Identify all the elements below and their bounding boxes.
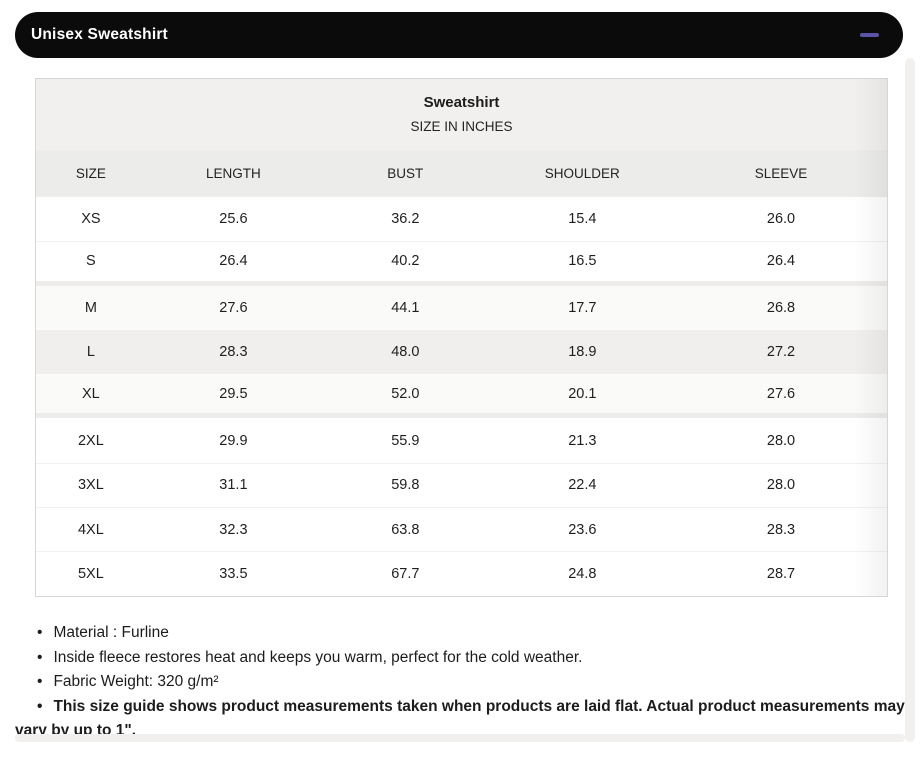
table-row-2xl: 2XL 29.9 55.9 21.3 28.0 [36,418,887,463]
table-row-4xl: 4XL 32.3 63.8 23.6 28.3 [36,507,887,552]
size-cell: XS [81,211,101,228]
value-cell: 44.1 [391,299,420,316]
value-cell: 21.3 [568,432,597,449]
table-row-3xl: 3XL 31.1 59.8 22.4 28.0 [36,462,887,508]
table-row-5xl: 5XL 33.5 67.7 24.8 28.7 [36,551,887,596]
column-header-shoulder: SHOULDER [544,166,620,181]
bullet-icon: • [37,697,43,715]
value-cell: 40.2 [391,253,420,270]
size-cell: 5XL [77,566,104,583]
value-cell: 48.0 [391,344,420,361]
value-cell: 25.6 [219,211,248,228]
value-cell: 27.6 [219,299,248,316]
table-row-xl: XL 29.5 52.0 20.1 27.6 [36,374,887,419]
collapse-minus-icon[interactable] [860,33,879,37]
bullet-icon: • [37,648,43,666]
value-cell: 23.6 [568,521,597,538]
value-cell: 15.4 [568,211,597,228]
size-cell: 4XL [77,521,104,538]
value-cell: 28.3 [219,344,248,361]
size-cell: S [86,253,96,270]
note-text: Fabric Weight: 320 g/m² [53,673,219,691]
note-text: Inside fleece restores heat and keeps yo… [53,648,583,666]
column-header-bust: BUST [387,166,424,181]
size-cell: M [84,299,97,316]
accordion-header[interactable]: Unisex Sweatshirt [15,12,903,58]
table-row-l: L 28.3 48.0 18.9 27.2 [36,329,887,375]
value-cell: 26.4 [219,253,248,270]
value-cell: 18.9 [568,344,597,361]
value-cell: 52.0 [391,385,420,402]
vertical-scrollbar-track[interactable] [905,58,915,742]
value-cell: 26.8 [766,299,796,316]
value-cell: 24.8 [568,566,597,583]
value-cell: 28.0 [766,432,796,449]
table-subtitle: SIZE IN INCHES [410,119,513,134]
bullet-icon: • [37,624,43,641]
product-notes: • Material : Furline • Inside fleece resto… [15,621,906,744]
value-cell: 29.9 [219,432,248,449]
value-cell: 32.3 [219,521,248,538]
note-fabric-weight: • Fabric Weight: 320 g/m² [15,670,906,695]
size-cell: XL [82,385,100,402]
value-cell: 26.4 [766,253,796,270]
column-header-length: LENGTH [206,166,261,181]
note-text: Material : Furline [53,624,169,641]
value-cell: 28.3 [766,521,796,538]
column-header-sleeve: SLEEVE [754,166,808,181]
value-cell: 27.6 [766,385,796,402]
size-cell: L [86,344,95,361]
value-cell: 28.7 [766,566,796,583]
accordion-title: Unisex Sweatshirt [31,26,168,43]
value-cell: 33.5 [219,566,248,583]
note-fleece: • Inside fleece restores heat and keeps y… [15,646,906,671]
value-cell: 26.0 [766,211,796,228]
value-cell: 59.8 [391,477,420,494]
value-cell: 20.1 [568,385,597,402]
table-title: Sweatshirt [423,94,500,111]
column-header-size: SIZE [75,166,106,181]
horizontal-scrollbar-track[interactable] [15,734,905,742]
value-cell: 27.2 [766,344,796,361]
value-cell: 31.1 [219,477,248,494]
value-cell: 29.5 [219,385,248,402]
value-cell: 17.7 [568,299,597,316]
table-row-m: M 27.6 44.1 17.7 26.8 [36,285,887,330]
value-cell: 63.8 [391,521,420,538]
table-row-s: S 26.4 40.2 16.5 26.4 [36,241,887,286]
note-material: • Material : Furline [15,621,906,646]
table-row-xs: XS 25.6 36.2 15.4 26.0 [36,197,887,242]
value-cell: 55.9 [391,432,420,449]
size-cell: 2XL [77,432,104,449]
size-cell: 3XL [77,477,104,494]
table-header-row: SIZE LENGTH BUST SHOULDER SLEEVE [36,150,887,197]
table-title-block: Sweatshirt SIZE IN INCHES [36,79,887,150]
value-cell: 16.5 [568,253,597,270]
value-cell: 67.7 [391,566,420,583]
size-table: Sweatshirt SIZE IN INCHES SIZE LENGTH BU… [35,78,888,597]
bullet-icon: • [37,673,43,691]
value-cell: 28.0 [766,477,796,494]
value-cell: 22.4 [568,477,597,494]
value-cell: 36.2 [391,211,420,228]
